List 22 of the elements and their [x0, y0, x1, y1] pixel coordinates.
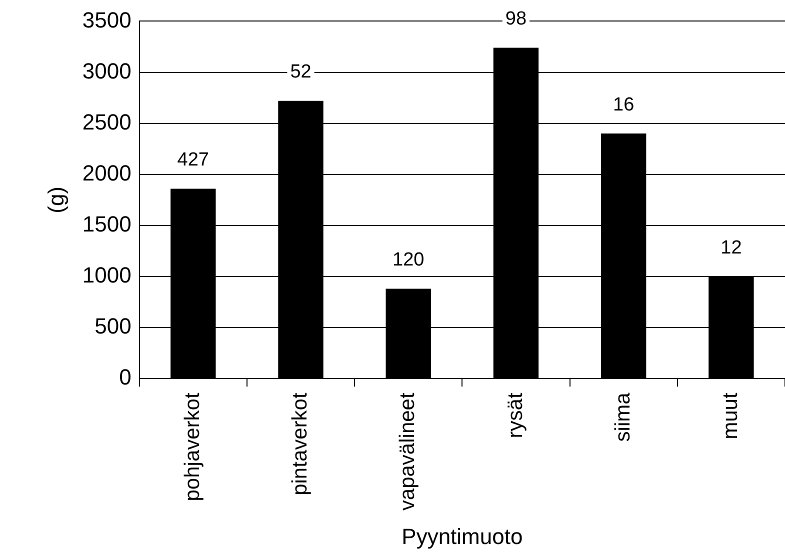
- y-tick-label: 0: [119, 364, 132, 390]
- x-tick-label: siima: [611, 392, 634, 442]
- annotation: 98: [505, 8, 527, 30]
- x-axis-title: Pyyntimuoto: [402, 524, 523, 549]
- annotation: 52: [290, 62, 312, 83]
- x-tick-label: pohjaverkot: [180, 392, 204, 502]
- y-axis-title: (g): [43, 186, 68, 214]
- annotation: 120: [392, 250, 424, 271]
- y-tick-label: 500: [94, 314, 132, 339]
- annotation: 12: [720, 237, 742, 258]
- x-tick-label: pintaverkot: [288, 392, 312, 496]
- x-tick-label: vapavälineet: [396, 392, 420, 511]
- y-tick-label: 2000: [82, 160, 132, 186]
- x-tick-label: muut: [718, 392, 742, 440]
- y-tick-label: 3500: [82, 7, 132, 32]
- y-tick-label: 1000: [82, 262, 132, 288]
- y-tick-label: 2500: [82, 109, 132, 134]
- y-tick-label: 1500: [82, 212, 132, 237]
- annotation: 16: [613, 94, 634, 116]
- annotation: 427: [177, 149, 209, 170]
- y-tick-label: 3000: [82, 58, 132, 84]
- x-tick-label: rysät: [504, 392, 527, 438]
